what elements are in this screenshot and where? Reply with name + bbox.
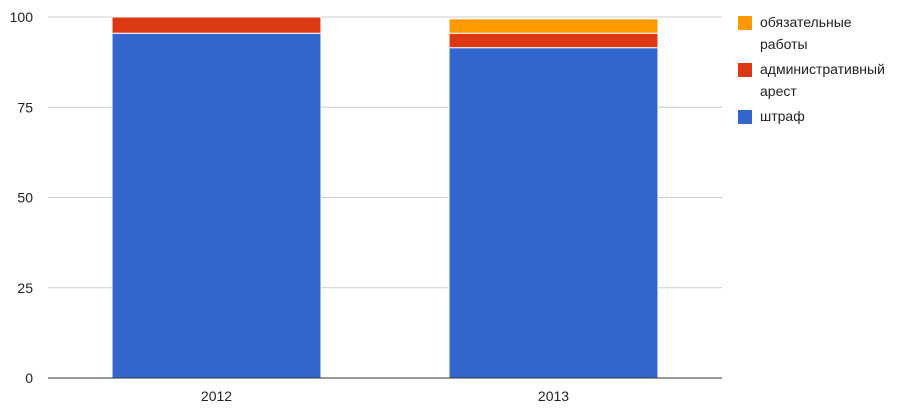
legend-swatch-blue bbox=[738, 110, 752, 124]
y-tick-label: 100 bbox=[10, 9, 34, 25]
bar-segment[interactable] bbox=[111, 32, 322, 379]
legend-label: административный арест bbox=[760, 58, 885, 102]
legend-label-line: арест bbox=[760, 83, 797, 99]
legend-item-administrative-arrest[interactable]: административный арест bbox=[738, 61, 908, 102]
legend-label-line: обязательные bbox=[760, 14, 852, 30]
y-axis-ticks: 0 25 50 75 100 bbox=[10, 9, 34, 386]
legend: обязательные работы административный аре… bbox=[738, 14, 908, 133]
legend-item-mandatory-work[interactable]: обязательные работы bbox=[738, 14, 908, 55]
y-tick-label: 50 bbox=[17, 190, 33, 206]
legend-label-line: работы bbox=[760, 36, 808, 52]
x-category-label: 2013 bbox=[538, 388, 569, 404]
legend-item-fine[interactable]: штраф bbox=[738, 108, 908, 127]
bar-segment[interactable] bbox=[448, 32, 659, 49]
legend-label: штраф bbox=[760, 105, 805, 127]
x-category-label: 2012 bbox=[201, 388, 232, 404]
legend-label: обязательные работы bbox=[760, 11, 852, 55]
legend-label-line: административный bbox=[760, 61, 885, 77]
legend-swatch-red bbox=[738, 63, 752, 77]
legend-label-line: штраф bbox=[760, 108, 805, 124]
bar-segment[interactable] bbox=[448, 18, 659, 34]
bar-segment[interactable] bbox=[448, 47, 659, 379]
y-tick-label: 0 bbox=[25, 370, 33, 386]
x-axis-labels: 2012 2013 bbox=[201, 388, 569, 404]
legend-swatch-orange bbox=[738, 16, 752, 30]
y-tick-label: 75 bbox=[17, 99, 33, 115]
bar-segment[interactable] bbox=[111, 16, 322, 34]
bars bbox=[111, 16, 659, 379]
y-tick-label: 25 bbox=[17, 280, 33, 296]
